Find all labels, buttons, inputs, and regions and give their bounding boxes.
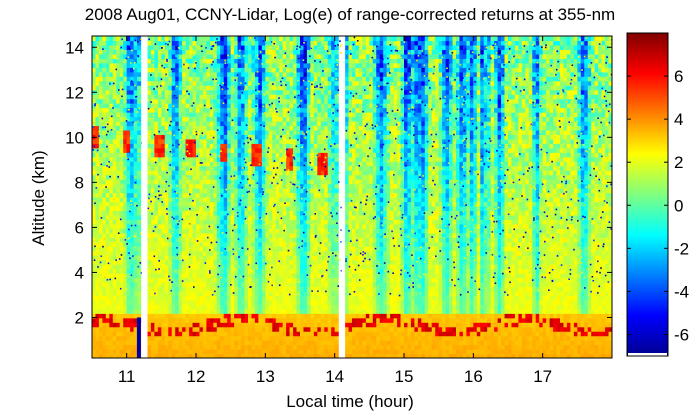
y-tick-label: 12 (65, 83, 84, 102)
colorbar-tick-label: -6 (674, 325, 689, 344)
colorbar: -6 -4 -2 0 2 4 6 (626, 32, 689, 357)
plot-frame (91, 35, 613, 359)
colorbar-frame (626, 32, 669, 357)
chart-title: 2008 Aug01, CCNY-Lidar, Log(e) of range-… (85, 5, 615, 24)
y-tick-label: 8 (75, 173, 84, 192)
y-tick-label: 10 (65, 128, 84, 147)
colorbar-fill (627, 33, 668, 356)
colorbar-tick-label: 6 (674, 67, 683, 86)
colorbar-tick-label: 0 (674, 196, 683, 215)
colorbar-tick-label: -4 (674, 282, 689, 301)
x-tick-label: 16 (464, 367, 483, 386)
x-tick-label: 17 (533, 367, 552, 386)
x-tick-label: 12 (187, 367, 206, 386)
y-tick-label: 4 (75, 263, 84, 282)
x-tick-label: 15 (395, 367, 414, 386)
x-tick-label: 11 (118, 367, 136, 386)
x-axis: 11 12 13 14 15 16 17 (118, 36, 552, 386)
y-tick-label: 14 (65, 38, 84, 57)
y-axis: 2 4 6 8 10 12 14 (65, 38, 612, 327)
y-tick-label: 6 (75, 218, 84, 237)
x-tick-label: 13 (256, 367, 275, 386)
colorbar-tick-label: 2 (674, 153, 683, 172)
x-axis-label: Local time (hour) (286, 392, 414, 411)
y-axis-label: Altitude (km) (29, 150, 48, 245)
colorbar-tick-label: -2 (674, 239, 689, 258)
heatmap-image (92, 36, 612, 358)
y-tick-label: 2 (75, 308, 84, 327)
x-tick-label: 14 (325, 367, 344, 386)
colorbar-tick-label: 4 (674, 110, 683, 129)
